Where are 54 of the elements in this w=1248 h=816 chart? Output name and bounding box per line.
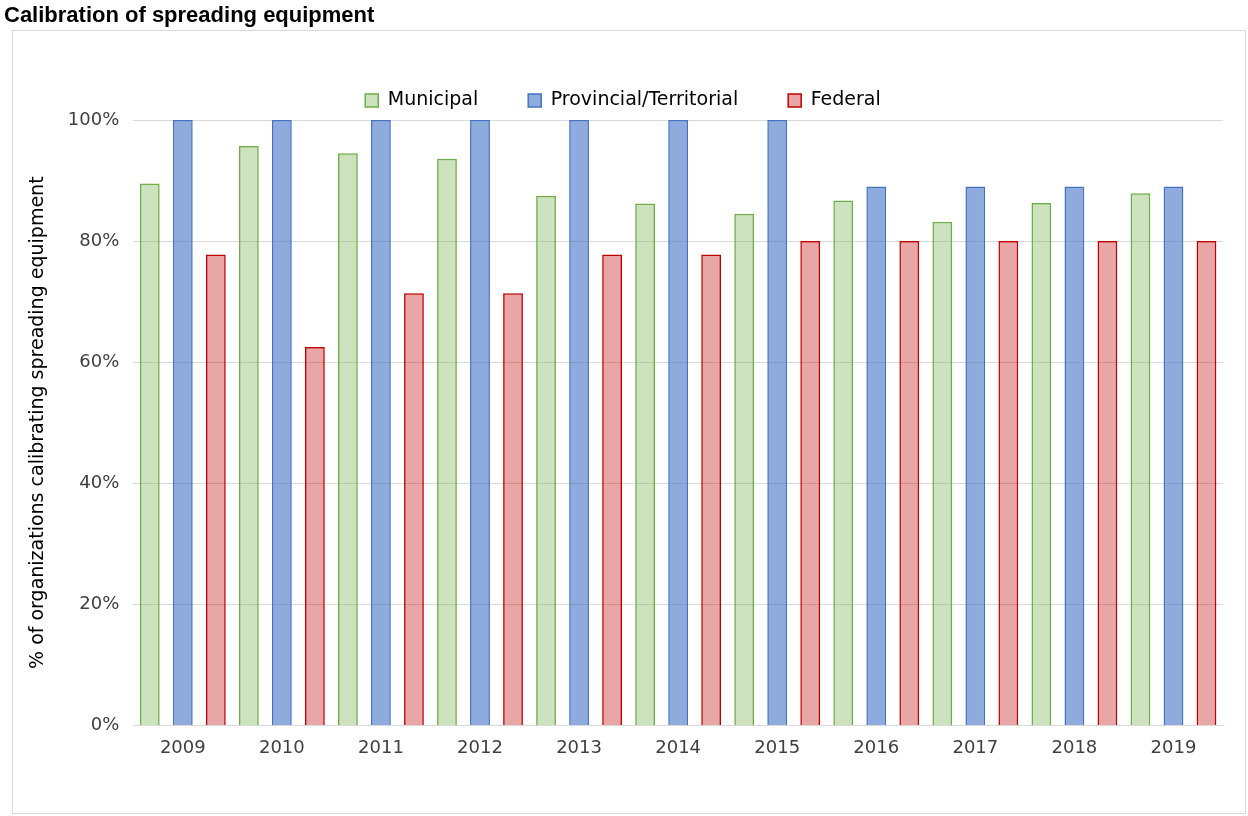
bar xyxy=(1064,186,1085,725)
bar xyxy=(437,158,457,725)
x-tick-label: 2016 xyxy=(853,735,900,757)
bar xyxy=(404,293,424,725)
bar xyxy=(371,120,391,725)
bar xyxy=(205,254,226,725)
bar xyxy=(932,221,953,725)
y-tick-label: 60% xyxy=(79,349,120,371)
x-tick-label: 2009 xyxy=(159,735,206,757)
legend-label: Provincial/Territorial xyxy=(550,87,739,110)
chart-title: Calibration of spreading equipment xyxy=(4,2,375,28)
bar xyxy=(701,254,722,725)
bar xyxy=(1196,241,1217,725)
bar xyxy=(965,186,986,725)
bar xyxy=(998,241,1019,725)
y-tick-label: 20% xyxy=(79,591,120,613)
bar xyxy=(470,120,490,725)
bar xyxy=(569,120,589,725)
bar xyxy=(172,120,193,725)
bar xyxy=(800,241,821,725)
bar xyxy=(866,186,887,725)
y-axis-title: % of organizations calibrating spreading equipment xyxy=(25,176,48,669)
bar xyxy=(833,200,854,725)
bar xyxy=(1097,241,1118,725)
bar xyxy=(1163,186,1184,725)
x-tick-label: 2015 xyxy=(754,735,801,757)
x-tick-label: 2019 xyxy=(1150,735,1197,757)
x-tick-label: 2010 xyxy=(258,735,305,757)
bar xyxy=(1031,202,1052,725)
bar xyxy=(1130,193,1151,725)
bar xyxy=(304,347,325,725)
bar xyxy=(899,241,920,725)
x-tick-label: 2011 xyxy=(358,735,404,757)
x-tick-label: 2017 xyxy=(952,735,999,757)
bar xyxy=(238,146,259,725)
bar xyxy=(271,120,292,725)
bar xyxy=(536,195,556,725)
x-tick-label: 2014 xyxy=(655,735,702,757)
y-tick-label: 40% xyxy=(79,470,120,492)
y-tick-label: 0% xyxy=(90,713,120,735)
bar xyxy=(602,254,622,725)
bar xyxy=(635,203,656,725)
bar xyxy=(338,153,358,725)
x-tick-label: 2018 xyxy=(1051,735,1098,757)
bar xyxy=(668,120,689,725)
bar xyxy=(139,183,160,725)
y-tick-label: 80% xyxy=(79,228,120,250)
legend-label: Federal xyxy=(810,87,881,110)
bar xyxy=(734,213,755,725)
bar xyxy=(767,120,788,725)
x-tick-label: 2013 xyxy=(556,735,602,757)
x-tick-label: 2012 xyxy=(457,735,503,757)
y-tick-label: 100% xyxy=(67,107,120,129)
legend-label: Municipal xyxy=(387,87,479,110)
